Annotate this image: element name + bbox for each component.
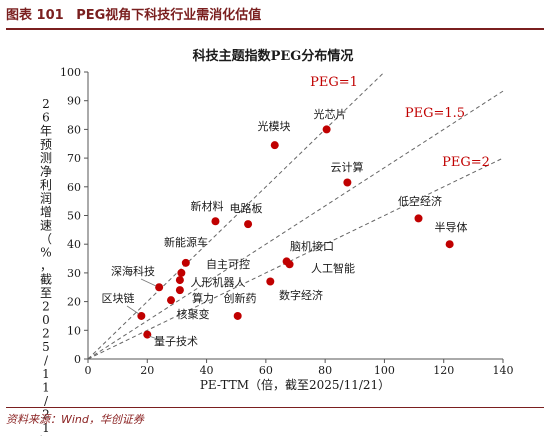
data-point: [270, 141, 279, 150]
point-label: 云计算: [331, 160, 364, 174]
leader-line: [148, 335, 161, 341]
x-tick-label: 120: [433, 364, 454, 377]
leader-line: [126, 305, 140, 315]
leader-line: [140, 278, 157, 287]
peg-reference-line: [87, 71, 385, 360]
data-point: [244, 220, 253, 229]
y-tick-label: 10: [67, 324, 81, 337]
peg-reference-line: [87, 90, 504, 360]
data-point: [285, 260, 294, 269]
data-point: [211, 217, 220, 226]
point-label: 深海科技: [111, 264, 155, 278]
peg-reference-label: PEG=1.5: [405, 106, 465, 121]
point-label: 人工智能: [311, 261, 355, 275]
data-point: [137, 311, 146, 320]
point-label: 光芯片: [314, 107, 347, 121]
y-tick-label: 30: [67, 267, 81, 280]
point-label: 核聚变: [177, 307, 210, 321]
y-tick-label: 20: [67, 296, 81, 309]
data-point: [343, 178, 352, 187]
y-tick-label: 50: [67, 210, 81, 223]
data-point: [233, 311, 242, 320]
point-label: 人形机器人: [191, 275, 246, 289]
caption-rule: [6, 28, 544, 30]
x-tick-label: 0: [85, 364, 92, 377]
data-point: [322, 125, 331, 134]
data-point: [143, 330, 152, 339]
x-tick-label: 40: [200, 364, 214, 377]
data-point: [177, 268, 186, 277]
point-label: 半导体: [435, 220, 468, 234]
point-label: 新材料: [191, 199, 224, 213]
point-label: 自主可控: [206, 257, 250, 271]
data-point: [181, 258, 190, 267]
x-tick-label: 80: [318, 364, 332, 377]
figure-caption: 图表 101 PEG视角下科技行业需消化估值: [6, 6, 544, 26]
point-label: 创新药: [224, 291, 257, 305]
data-point: [167, 296, 175, 305]
data-point: [445, 240, 454, 249]
point-label: 脑机接口: [290, 239, 334, 253]
y-tick-label: 60: [67, 181, 81, 194]
figure-caption-text: PEG视角下科技行业需消化估值: [76, 8, 262, 23]
point-label: 量子技术: [154, 335, 198, 348]
chart-title: 科技主题指数PEG分布情况: [193, 48, 354, 64]
data-point: [175, 286, 184, 295]
y-tick-label: 90: [67, 95, 81, 108]
peg-reference-label: PEG=1: [310, 75, 358, 90]
data-point: [155, 283, 164, 292]
source-note: 资料来源：Wind，华创证券: [6, 413, 144, 426]
point-label: 光模块: [258, 119, 291, 133]
plot-area: PEG=1 PEG=1.5 PEG=2 0 20 40 60 80 100 120 140 0 10…: [60, 66, 514, 377]
data-point: [266, 277, 275, 286]
y-tick-label: 0: [74, 353, 81, 366]
x-tick-label: 100: [374, 364, 395, 377]
x-tick-label: 140: [493, 364, 514, 377]
point-label: 低空经济: [398, 194, 442, 208]
data-point: [414, 214, 423, 223]
point-label: 区块链: [102, 291, 135, 305]
x-tick-label: 60: [259, 364, 273, 377]
y-tick-label: 80: [67, 123, 81, 136]
point-label: 新能源车: [164, 235, 208, 249]
source-rule: [6, 407, 544, 408]
figure-label: 图表 101: [6, 8, 64, 23]
data-point: [175, 276, 184, 285]
y-tick-label: 70: [67, 152, 81, 165]
peg-reference-line: [87, 157, 504, 360]
y-tick-label: 40: [67, 238, 81, 251]
point-label: 算力: [192, 291, 214, 305]
y-tick-label: 100: [60, 66, 81, 79]
point-label: 数字经济: [279, 288, 323, 302]
peg-reference-label: PEG=2: [442, 155, 490, 170]
x-axis-title: PE-TTM（倍，截至2025/11/21）: [200, 377, 390, 392]
x-tick-label: 20: [140, 364, 154, 377]
point-label: 电路板: [230, 201, 263, 215]
